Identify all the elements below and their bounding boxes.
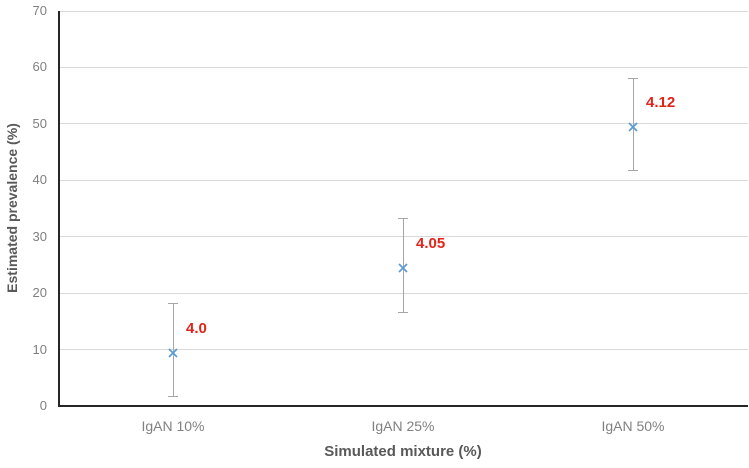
x-axis-line bbox=[58, 405, 748, 407]
y-tick-label: 60 bbox=[32, 59, 47, 75]
error-bar-cap-bottom bbox=[628, 170, 638, 172]
y-axis-title: Estimated prevalence (%) bbox=[4, 123, 20, 293]
error-bar-cap-bottom bbox=[398, 312, 408, 314]
error-bar-line bbox=[632, 77, 634, 171]
y-tick-label: 20 bbox=[32, 285, 47, 301]
y-tick-label: 10 bbox=[32, 341, 47, 357]
data-label: 4.0 bbox=[186, 319, 207, 337]
x-marker-icon bbox=[168, 345, 178, 358]
data-label: 4.12 bbox=[646, 93, 676, 111]
x-axis-title: Simulated mixture (%) bbox=[324, 443, 482, 460]
y-tick-label: 30 bbox=[32, 228, 47, 244]
x-category-label: IgAN 25% bbox=[371, 418, 435, 434]
y-gridline bbox=[58, 66, 748, 68]
y-tick-label: 0 bbox=[39, 398, 47, 413]
y-tick-label: 70 bbox=[32, 3, 47, 18]
error-bar-line bbox=[402, 217, 404, 313]
error-bar-cap-top bbox=[168, 303, 178, 305]
y-tick-label: 40 bbox=[32, 172, 47, 188]
x-category-label: IgAN 50% bbox=[601, 418, 665, 434]
error-bar-line bbox=[172, 303, 174, 396]
error-bar-cap-top bbox=[628, 77, 638, 79]
error-bar-cap-bottom bbox=[168, 395, 178, 397]
y-gridline bbox=[58, 10, 748, 12]
data-label: 4.05 bbox=[416, 234, 446, 252]
y-gridline bbox=[58, 179, 748, 181]
y-gridline bbox=[58, 123, 748, 125]
y-tick-label: 50 bbox=[32, 115, 47, 131]
y-axis-line bbox=[58, 11, 60, 407]
error-bar-cap-top bbox=[398, 217, 408, 219]
x-category-label: IgAN 10% bbox=[141, 418, 205, 434]
x-marker-icon bbox=[628, 119, 638, 132]
x-marker-icon bbox=[398, 260, 408, 273]
y-gridline bbox=[58, 349, 748, 351]
